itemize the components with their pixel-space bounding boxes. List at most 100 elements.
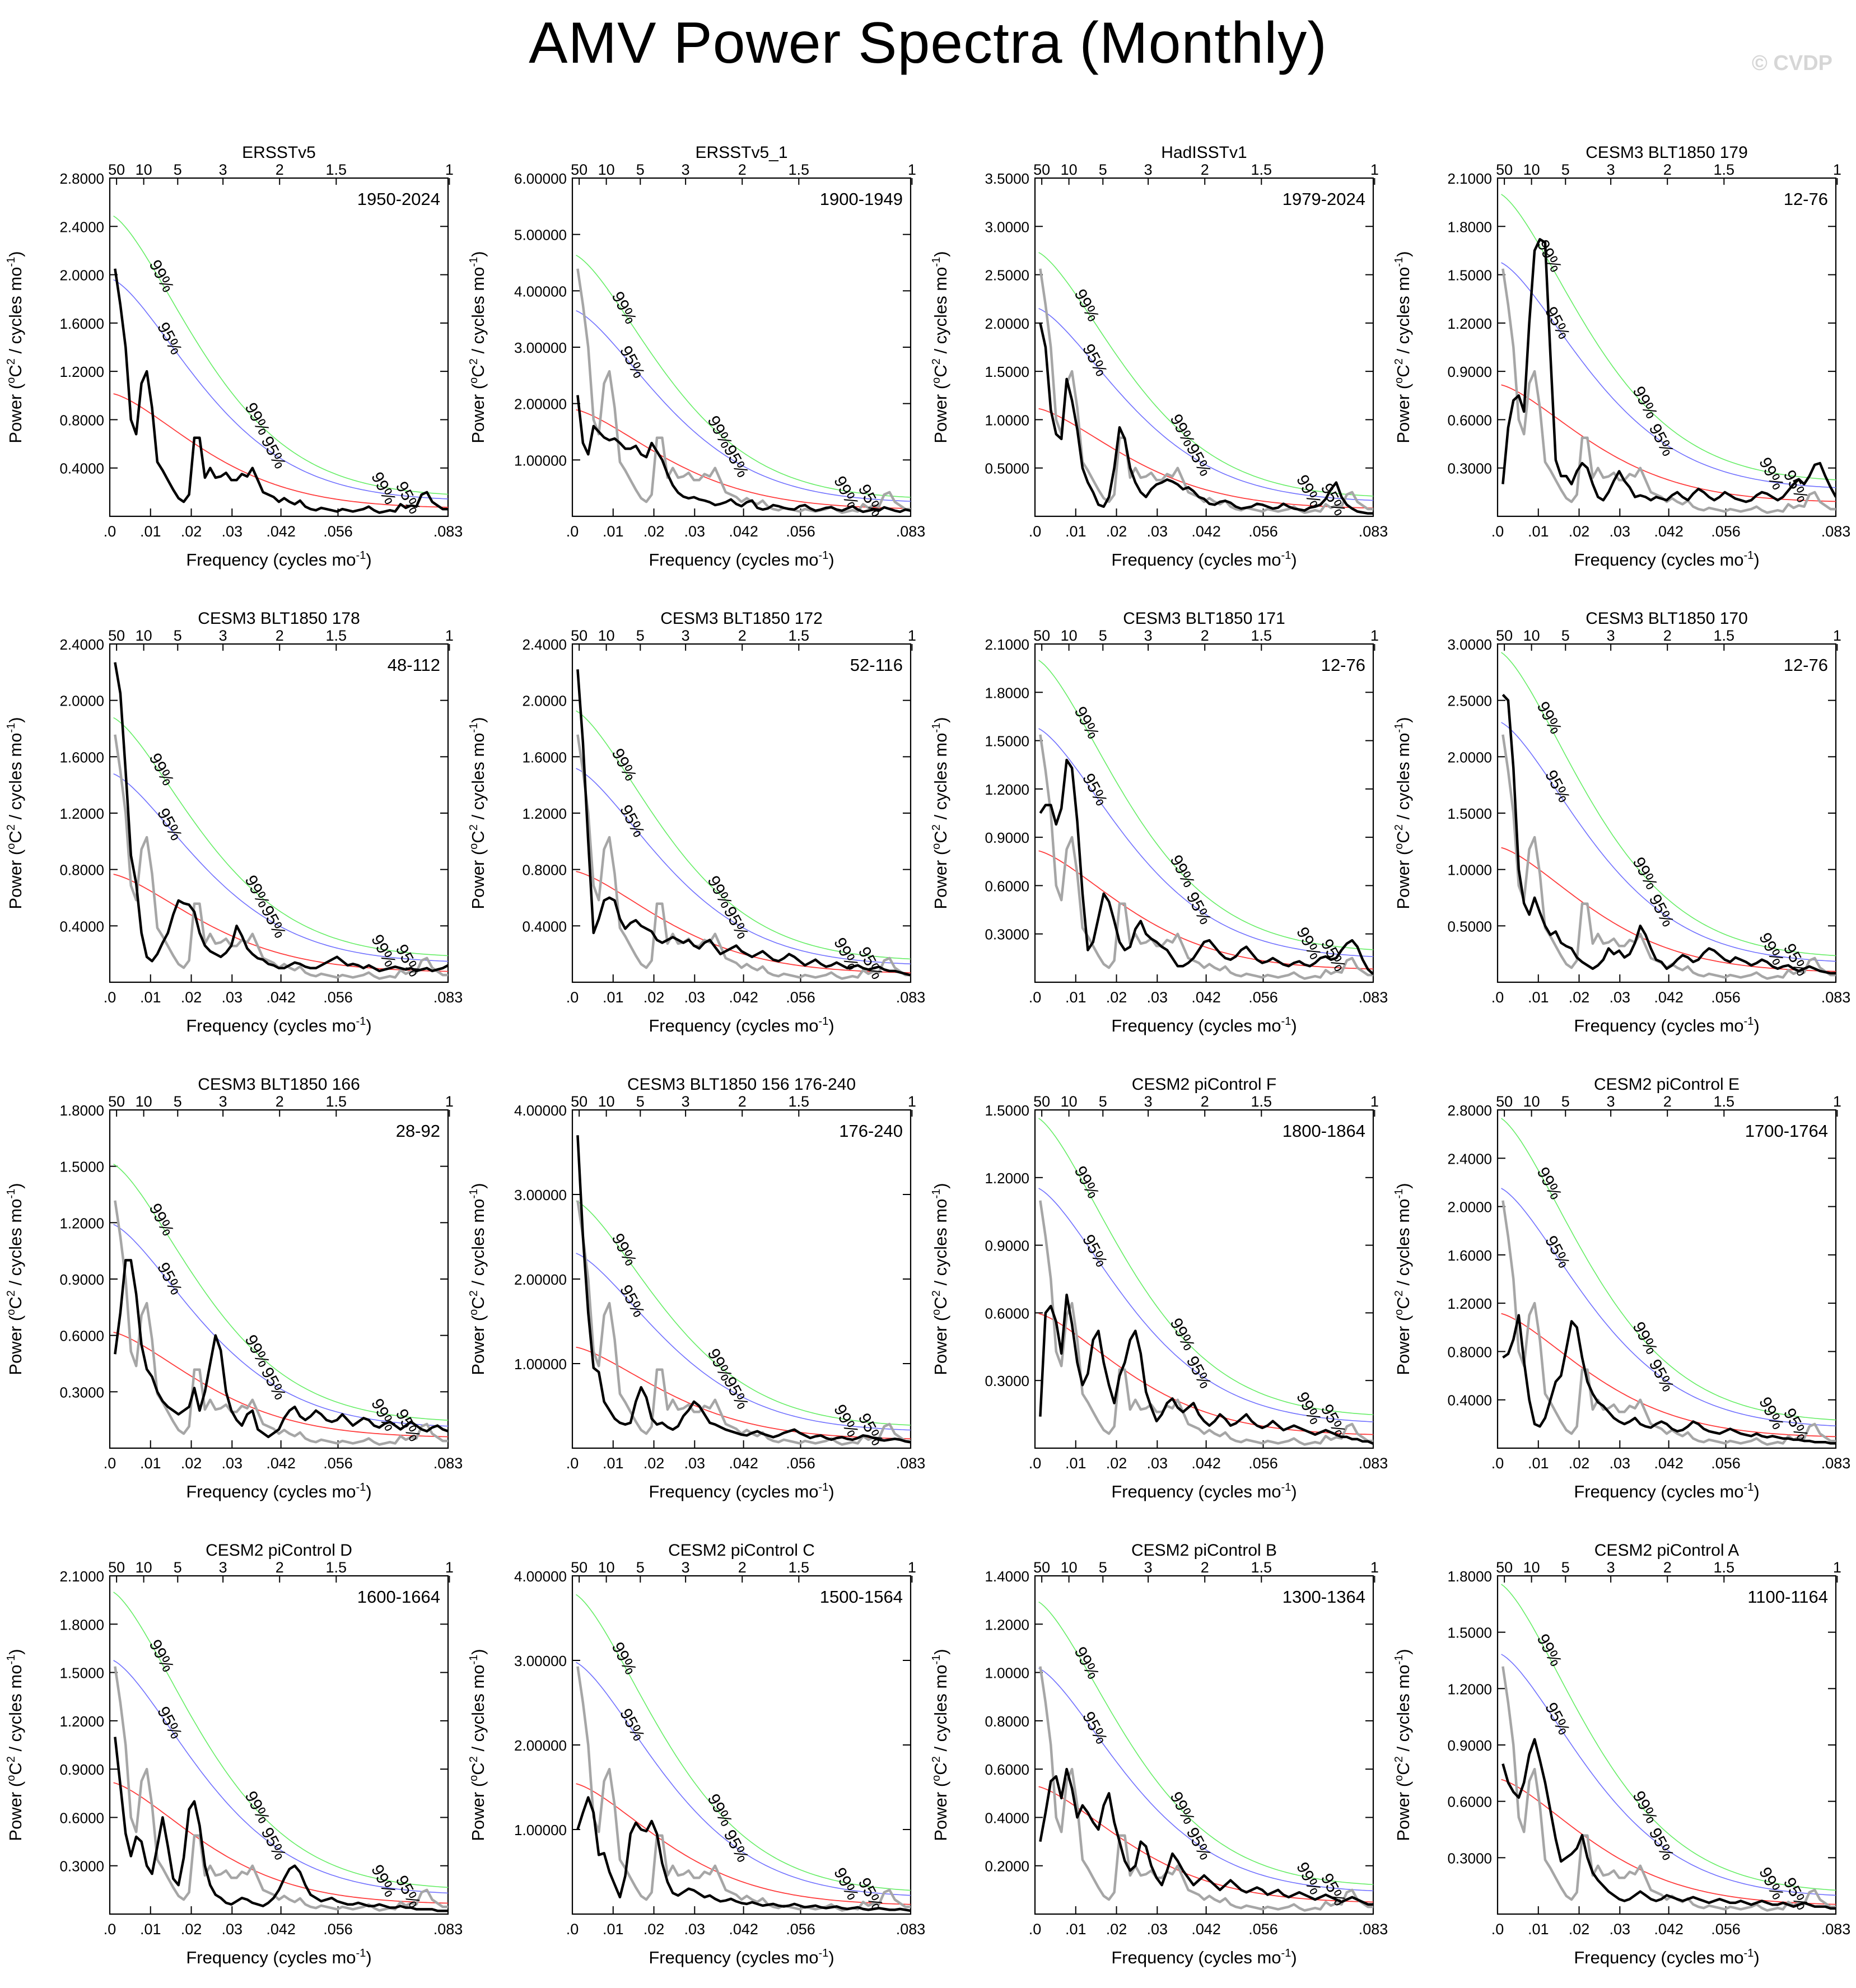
top-tick-label: 1.5	[326, 627, 347, 644]
x-tick-label: .0	[1491, 523, 1504, 540]
conf95-label: 95%	[153, 805, 185, 844]
spectrum-line	[576, 1135, 911, 1444]
top-tick-label: 1.5	[326, 1559, 347, 1576]
y-tick-label: 1.0000	[985, 1665, 1029, 1682]
x-tick-label: .02	[643, 523, 665, 540]
top-tick-label: 10	[1523, 627, 1540, 644]
conf95-curve	[1038, 728, 1373, 957]
x-tick-label: .056	[1248, 523, 1278, 540]
plot-area: 99%95%99%95%99%95%	[576, 669, 911, 982]
y-tick-label: 2.00000	[514, 1737, 567, 1754]
top-tick-label: 1.5	[1714, 1559, 1735, 1576]
conf99-label: 99%	[703, 1791, 735, 1830]
x-tick-label: .03	[684, 1455, 706, 1472]
conf95-label: 95%	[616, 802, 648, 841]
conf95-curve	[576, 1253, 911, 1431]
x-tick-label: .042	[729, 1455, 758, 1472]
conf95-label: 95%	[720, 1374, 752, 1412]
red-noise-curve	[1501, 1313, 1836, 1438]
y-tick-label: 1.2000	[59, 805, 104, 822]
x-tick-label: .01	[1065, 1921, 1086, 1938]
top-tick-label: 50	[108, 627, 125, 644]
plot-area: 99%95%99%95%99%95%	[1038, 1118, 1373, 1446]
x-tick-label: .056	[1711, 1455, 1741, 1472]
period-label: 1300-1364	[1283, 1587, 1365, 1607]
x-tick-label: .03	[222, 523, 243, 540]
x-tick-label: .0	[566, 1921, 579, 1938]
plot-frame	[1034, 177, 1374, 517]
x-tick-label: .01	[1528, 1921, 1549, 1938]
conf99-label: 99%	[1629, 854, 1661, 893]
red-noise-curve	[1038, 850, 1373, 970]
panel-title: CESM2 piControl F	[1132, 1075, 1276, 1094]
x-tick-label: .056	[1248, 989, 1278, 1006]
top-tick-label: 1	[1833, 1093, 1841, 1110]
x-tick-label: .083	[433, 523, 463, 540]
spectrum-line	[1501, 1738, 1836, 1910]
spectrum-panel: CESM3 BLT1850 156 176-240 176-240 .0 .01 .02…	[468, 1075, 925, 1501]
plot-area: 99%95%99%95%99%95%	[1501, 1584, 1836, 1913]
top-tick-label: 5	[1561, 1093, 1570, 1110]
spectrum-panel: ERSSTv5 1950-2024 .0 .01 .02 .03 .042 .056 .083 5…	[5, 143, 463, 570]
y-tick-label: 2.4000	[59, 636, 104, 653]
x-tick-label: .02	[1106, 1455, 1127, 1472]
x-tick-label: .083	[1359, 989, 1388, 1006]
observed-reference-line	[576, 268, 911, 514]
y-tick-label: 1.00000	[514, 1822, 567, 1838]
top-tick-label: 5	[636, 627, 645, 644]
x-tick-label: .02	[181, 989, 202, 1006]
conf99-label: 99%	[241, 872, 273, 911]
y-tick-label: 5.00000	[514, 227, 567, 244]
conf95-label: 95%	[616, 1282, 648, 1320]
x-tick-label: .0	[104, 1921, 116, 1938]
top-tick-label: 10	[1523, 1093, 1540, 1110]
y-tick-label: 1.6000	[1447, 1247, 1492, 1264]
top-tick-label: 50	[1496, 1093, 1513, 1110]
y-tick-label: 1.00000	[514, 1356, 567, 1373]
x-tick-label: .02	[1569, 1455, 1590, 1472]
top-tick-label: 10	[136, 1559, 152, 1576]
conf99-curve	[113, 1592, 448, 1888]
y-tick-label: 2.0000	[59, 267, 104, 284]
x-tick-label: .03	[222, 1455, 243, 1472]
top-tick-label: 5	[174, 1559, 182, 1576]
y-tick-label: 1.5000	[985, 1102, 1029, 1119]
x-tick-label: .056	[323, 1455, 353, 1472]
x-tick-label: .056	[323, 523, 353, 540]
conf95-label: 95%	[258, 1365, 290, 1403]
y-tick-label: 1.6000	[59, 749, 104, 766]
period-label: 1100-1164	[1747, 1587, 1828, 1607]
conf99-curve	[1038, 660, 1373, 950]
x-axis-label: Frequency (cycles mo-1)	[1574, 549, 1759, 570]
spectrum-panel: CESM2 piControl A 1100-1164 .0 .01 .02 .03 .04…	[1393, 1541, 1850, 1967]
top-tick-label: 50	[108, 1559, 125, 1576]
x-tick-label: .042	[1654, 1921, 1684, 1938]
conf95-curve	[113, 773, 448, 962]
x-tick-label: .042	[266, 1921, 296, 1938]
y-axis-label: Power (oC2 / cycles mo-1)	[5, 1183, 25, 1375]
x-tick-label: .042	[1191, 1921, 1221, 1938]
y-tick-label: 0.3000	[985, 926, 1029, 943]
period-label: 28-92	[396, 1121, 440, 1141]
conf99-curve	[576, 710, 911, 960]
x-tick-label: .02	[181, 1455, 202, 1472]
y-axis-label: Power (oC2 / cycles mo-1)	[930, 717, 950, 909]
spectrum-panel: CESM3 BLT1850 179 12-76 .0 .01 .02 .03 .042 .05…	[1393, 143, 1850, 570]
top-tick-label: 1	[908, 161, 916, 178]
conf99-label: 99%	[1166, 852, 1198, 891]
x-tick-label: .03	[1610, 1921, 1631, 1938]
top-tick-label: 3	[682, 1093, 690, 1110]
period-label: 1500-1564	[820, 1587, 903, 1607]
x-tick-label: .01	[603, 523, 624, 540]
y-tick-label: 1.5000	[1447, 267, 1492, 284]
y-tick-label: 1.8000	[59, 1102, 104, 1119]
top-tick-label: 1.5	[1714, 161, 1735, 178]
y-tick-label: 1.2000	[59, 1713, 104, 1730]
x-tick-label: .02	[643, 1455, 665, 1472]
y-axis-label: Power (oC2 / cycles mo-1)	[468, 1649, 488, 1841]
top-tick-label: 5	[636, 1559, 645, 1576]
plot-frame	[109, 177, 449, 517]
top-tick-label: 2	[1201, 161, 1209, 178]
top-tick-label: 10	[136, 627, 152, 644]
conf99-curve	[1038, 1118, 1373, 1416]
